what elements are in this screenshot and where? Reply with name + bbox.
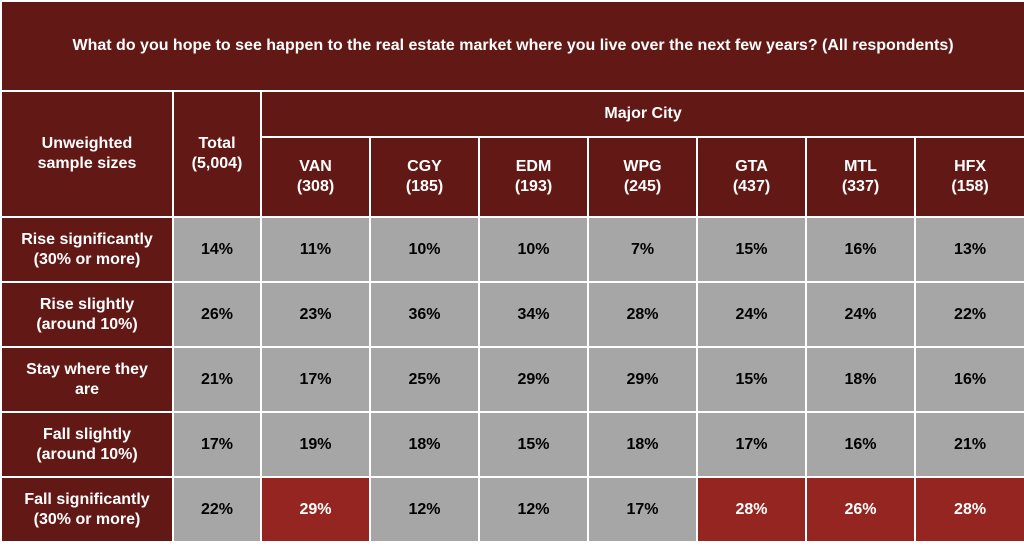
row-label: Fall significantly (30% or more) — [0, 476, 174, 543]
total-header-n: (5,004) — [191, 155, 243, 172]
cell-mtl: 18% — [805, 346, 916, 413]
cell-van: 11% — [260, 216, 371, 283]
cell-wpg: 7% — [587, 216, 698, 283]
cell-wpg: 17% — [587, 476, 698, 543]
city-name: WPG — [623, 158, 662, 175]
row-label-line: (30% or more) — [33, 510, 141, 528]
cell-wpg: 29% — [587, 346, 698, 413]
cell-edm: 10% — [478, 216, 589, 283]
row-label-line: (around 10%) — [36, 445, 138, 463]
cell-cgy: 18% — [369, 411, 480, 478]
row-label: Stay where they are — [0, 346, 174, 413]
cell-hfx: 13% — [913, 216, 1024, 283]
cell-mtl: 26% — [805, 476, 916, 543]
row-label-line: Stay where they — [26, 360, 148, 378]
city-sample-size: (158) — [951, 178, 989, 195]
city-header-cgy: CGY (185) — [369, 136, 480, 218]
row-label-line: (around 10%) — [36, 315, 138, 333]
table-row: Fall slightly (around 10%) 17% 19% 18% 15% 18%… — [0, 411, 1024, 478]
row-label-line: Fall significantly — [24, 490, 150, 508]
city-name: VAN — [299, 158, 332, 175]
cell-wpg: 28% — [587, 281, 698, 348]
city-sample-size: (193) — [514, 178, 553, 195]
city-header-row: VAN (308) CGY (185) EDM (193) WPG (245) GTA (437)… — [1, 136, 1024, 218]
cell-mtl: 16% — [805, 411, 916, 478]
city-sample-size: (437) — [732, 178, 771, 195]
cell-mtl: 24% — [805, 281, 916, 348]
cell-gta: 24% — [696, 281, 807, 348]
cell-van: 19% — [260, 411, 371, 478]
results-table: What do you hope to see happen to the re… — [0, 0, 1024, 543]
group-header-row: Unweighted sample sizes Total (5,004) Ma… — [0, 90, 1024, 218]
city-header-hfx: HFX (158) — [913, 136, 1024, 218]
row-label: Rise significantly (30% or more) — [0, 216, 174, 283]
city-header-edm: EDM (193) — [478, 136, 589, 218]
cell-cgy: 12% — [369, 476, 480, 543]
city-sample-size: (185) — [405, 178, 444, 195]
city-header-mtl: MTL (337) — [805, 136, 916, 218]
table-row: Stay where they are 21% 17% 25% 29% 29% 15% 18% 1… — [0, 346, 1024, 413]
city-header-van: VAN (308) — [260, 136, 371, 218]
row-label-line: are — [74, 380, 100, 398]
city-sample-size: (308) — [296, 178, 335, 195]
cell-edm: 29% — [478, 346, 589, 413]
city-sample-size: (245) — [623, 178, 662, 195]
table-row: Rise significantly (30% or more) 14% 11% 10%… — [0, 216, 1024, 283]
total-header: Total (5,004) — [172, 90, 262, 218]
group-header-major-city: Major City — [259, 90, 1024, 138]
cell-van: 17% — [260, 346, 371, 413]
cell-gta: 17% — [696, 411, 807, 478]
cell-edm: 34% — [478, 281, 589, 348]
city-name: EDM — [515, 158, 552, 175]
cell-hfx: 21% — [913, 411, 1024, 478]
total-header-name: Total — [198, 135, 236, 152]
cell-total: 22% — [172, 476, 262, 543]
row-header-label-line: sample sizes — [37, 155, 137, 172]
row-label: Fall slightly (around 10%) — [0, 411, 174, 478]
city-name: HFX — [954, 158, 987, 175]
cell-cgy: 25% — [369, 346, 480, 413]
row-header-label: Unweighted sample sizes — [0, 90, 174, 218]
cell-total: 17% — [172, 411, 262, 478]
cell-van: 29% — [260, 476, 371, 543]
cell-total: 26% — [172, 281, 262, 348]
cell-edm: 15% — [478, 411, 589, 478]
table-row: Rise slightly (around 10%) 26% 23% 36% 34% 28%… — [0, 281, 1024, 348]
row-label-line: Rise slightly — [39, 295, 135, 313]
city-name: GTA — [735, 158, 768, 175]
row-label-line: (30% or more) — [33, 250, 141, 268]
cell-gta: 15% — [696, 346, 807, 413]
cell-hfx: 22% — [913, 281, 1024, 348]
row-header-label-line: Unweighted — [41, 135, 133, 152]
cell-hfx: 16% — [913, 346, 1024, 413]
table-row: Fall significantly (30% or more) 22% 29% 12%… — [0, 476, 1024, 543]
table-title: What do you hope to see happen to the re… — [0, 0, 1024, 92]
city-header-gta: GTA (437) — [696, 136, 807, 218]
cell-edm: 12% — [478, 476, 589, 543]
row-label-line: Rise significantly — [21, 230, 153, 248]
cell-gta: 15% — [696, 216, 807, 283]
cell-gta: 28% — [696, 476, 807, 543]
cell-total: 21% — [172, 346, 262, 413]
cell-hfx: 28% — [913, 476, 1024, 543]
cell-mtl: 16% — [805, 216, 916, 283]
city-name: CGY — [407, 158, 442, 175]
city-header-wpg: WPG (245) — [587, 136, 698, 218]
cell-van: 23% — [260, 281, 371, 348]
cell-cgy: 36% — [369, 281, 480, 348]
row-label: Rise slightly (around 10%) — [0, 281, 174, 348]
row-label-line: Fall slightly — [42, 425, 131, 443]
city-sample-size: (337) — [841, 178, 880, 195]
city-name: MTL — [844, 158, 877, 175]
table-body: What do you hope to see happen to the re… — [0, 0, 1024, 543]
cell-cgy: 10% — [369, 216, 480, 283]
cell-wpg: 18% — [587, 411, 698, 478]
title-row: What do you hope to see happen to the re… — [0, 0, 1024, 92]
cell-total: 14% — [172, 216, 262, 283]
